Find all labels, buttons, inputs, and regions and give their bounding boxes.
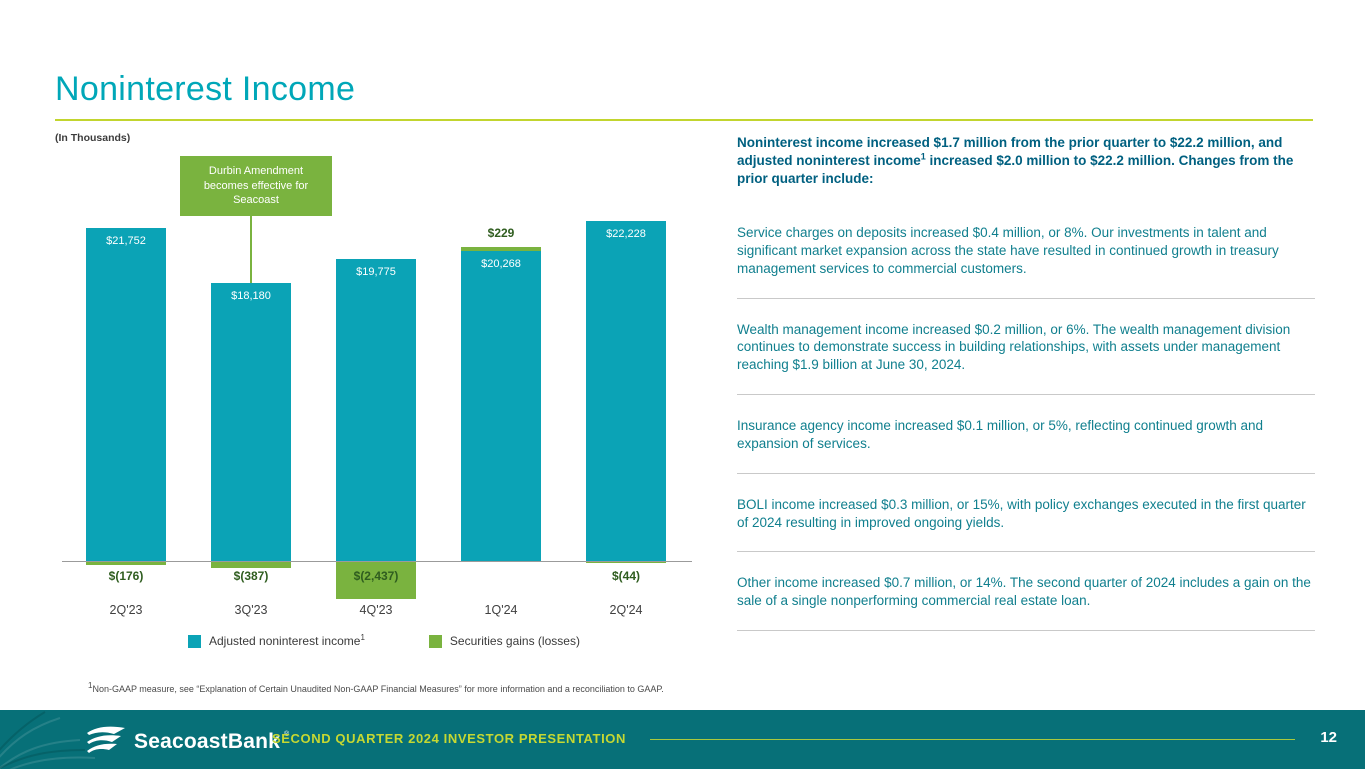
- legend-item-securities: Securities gains (losses): [428, 634, 580, 648]
- brand-name: SeacoastBank: [134, 729, 280, 753]
- x-axis-line: [62, 561, 692, 562]
- chart-legend: Adjusted noninterest income1 Securities …: [188, 634, 580, 648]
- securities-value-label-2q23: $(176): [108, 569, 144, 583]
- legend-label: Securities gains (losses): [449, 634, 580, 648]
- securities-value-label-3q23: $(387): [233, 569, 269, 583]
- bar-value-label-1q24: $20,268: [481, 258, 521, 270]
- securities-value-label-2q24: $(44): [611, 569, 640, 583]
- panel-item-insurance: Insurance agency income increased $0.1 m…: [737, 395, 1315, 474]
- footer-bar: SeacoastBank ® SECOND QUARTER 2024 INVES…: [0, 710, 1365, 769]
- bar-chart: Durbin Amendment becomes effective for S…: [60, 140, 705, 670]
- footer-leaf-decoration: [0, 711, 96, 769]
- adjusted-bar-1q24: [461, 251, 541, 561]
- durbin-annotation: Durbin Amendment becomes effective for S…: [180, 156, 332, 216]
- securities-bar-2q24: [586, 562, 666, 563]
- panel-item-boli: BOLI income increased $0.3 million, or 1…: [737, 474, 1315, 553]
- footer-rule: [650, 739, 1295, 740]
- legend-label: Adjusted noninterest income1: [209, 633, 365, 649]
- legend-swatch-teal: [188, 634, 201, 648]
- panel-heading: Noninterest income increased $1.7 millio…: [737, 135, 1294, 187]
- x-axis-label-1q24: 1Q'24: [484, 603, 518, 617]
- page-title: Noninterest Income: [55, 70, 356, 108]
- panel-item-service-charges: Service charges on deposits increased $0…: [737, 202, 1315, 299]
- adjusted-bar-4q23: [336, 259, 416, 561]
- adjusted-bar-2q24: [586, 221, 666, 561]
- commentary-panel: Noninterest income increased $1.7 millio…: [737, 134, 1315, 631]
- legend-swatch-green: [428, 634, 442, 648]
- bar-value-label-2q23: $21,752: [106, 235, 146, 247]
- page-number: 12: [1320, 729, 1337, 746]
- bar-value-label-2q24: $22,228: [606, 228, 646, 240]
- units-label: (In Thousands): [55, 132, 131, 144]
- securities-bar-4q23: [336, 562, 416, 599]
- x-axis-label-4q23: 4Q'23: [359, 603, 393, 617]
- securities-bar-3q23: [211, 562, 291, 568]
- securities-value-label-4q23: $(2,437): [353, 569, 399, 583]
- x-axis-label-2q24: 2Q'24: [609, 603, 643, 617]
- title-divider: [55, 119, 1313, 121]
- legend-item-adjusted: Adjusted noninterest income1: [188, 634, 365, 648]
- presentation-title: SECOND QUARTER 2024 INVESTOR PRESENTATIO…: [272, 731, 626, 746]
- adjusted-bar-2q23: [86, 228, 166, 561]
- seacoast-flag-icon: [86, 724, 126, 759]
- securities-bar-2q23: [86, 562, 166, 565]
- footnote: 1Non-GAAP measure, see “Explanation of C…: [88, 681, 664, 695]
- bar-value-label-3q23: $18,180: [231, 290, 271, 302]
- securities-value-label-1q24: $229: [487, 226, 515, 240]
- seacoast-logo: SeacoastBank ®: [86, 724, 289, 759]
- x-axis-label-2q23: 2Q'23: [109, 603, 143, 617]
- registered-mark: ®: [283, 731, 290, 738]
- panel-item-other-income: Other income increased $0.7 million, or …: [737, 552, 1315, 631]
- bar-value-label-4q23: $19,775: [356, 266, 396, 278]
- x-axis-label-3q23: 3Q'23: [234, 603, 268, 617]
- panel-item-wealth-management: Wealth management income increased $0.2 …: [737, 299, 1315, 396]
- adjusted-bar-3q23: [211, 283, 291, 561]
- annotation-connector-line: [250, 216, 252, 284]
- securities-bar-1q24: [461, 247, 541, 251]
